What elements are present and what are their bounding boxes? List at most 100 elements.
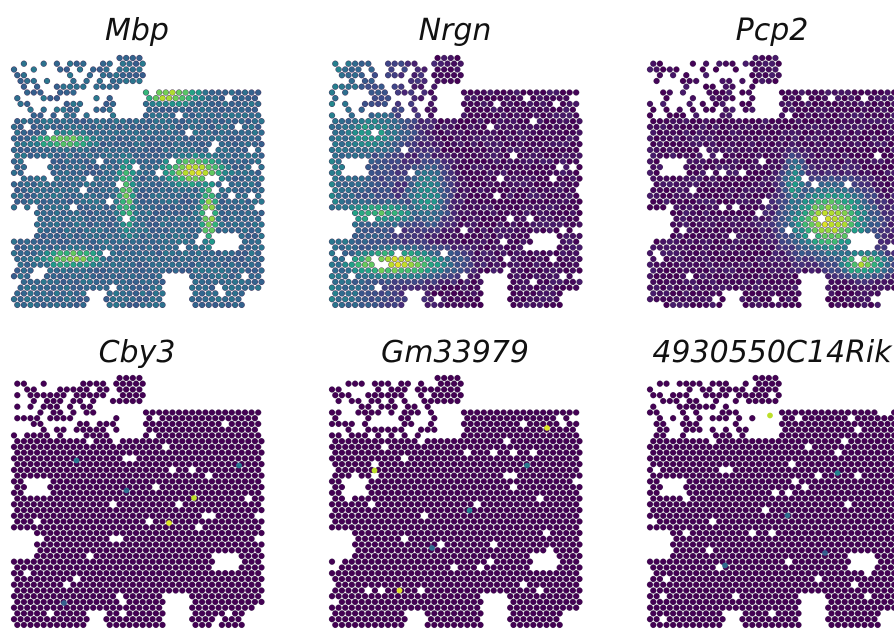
expression-spot xyxy=(871,135,878,142)
expression-spot xyxy=(871,273,878,280)
expression-spot xyxy=(342,146,349,154)
expression-spot xyxy=(368,192,375,199)
expression-spot xyxy=(732,181,739,188)
expression-spot xyxy=(30,123,37,131)
expression-spot xyxy=(739,250,746,257)
expression-spot xyxy=(434,181,441,188)
expression-spot xyxy=(712,204,720,211)
expression-spot xyxy=(669,209,677,217)
expression-spot xyxy=(136,296,143,303)
expression-spot xyxy=(192,187,199,194)
expression-spot xyxy=(755,221,763,228)
expression-spot xyxy=(195,158,202,165)
expression-spot xyxy=(844,192,852,199)
expression-spot xyxy=(513,261,520,268)
expression-spot xyxy=(536,141,544,148)
expression-spot xyxy=(99,267,107,274)
expression-spot xyxy=(418,187,425,194)
expression-spot xyxy=(235,100,242,108)
expression-spot xyxy=(805,169,812,176)
expression-spot xyxy=(795,209,802,217)
expression-spot xyxy=(825,100,832,108)
expression-spot xyxy=(205,106,212,113)
expression-spot xyxy=(451,175,458,182)
expression-spot xyxy=(646,284,654,291)
expression-spot xyxy=(507,181,514,188)
expression-spot xyxy=(864,112,871,119)
expression-spot xyxy=(854,278,862,286)
expression-spot xyxy=(192,552,199,560)
expression-spot xyxy=(93,141,100,148)
expression-spot xyxy=(208,420,216,428)
expression-spot xyxy=(202,466,209,474)
expression-spot xyxy=(447,284,454,291)
expression-spot xyxy=(27,290,34,297)
expression-spot xyxy=(739,89,746,96)
expression-spot xyxy=(60,461,67,468)
expression-spot xyxy=(696,209,703,217)
expression-spot xyxy=(152,426,160,433)
expression-spot xyxy=(30,420,37,428)
expression-spot xyxy=(782,278,789,286)
expression-spot xyxy=(50,238,57,245)
expression-spot xyxy=(533,273,540,280)
expression-spot xyxy=(352,267,359,274)
expression-spot xyxy=(536,198,544,205)
expression-spot xyxy=(464,187,471,194)
expression-spot xyxy=(169,524,176,531)
expression-spot xyxy=(556,175,563,182)
expression-spot xyxy=(887,129,894,136)
expression-spot xyxy=(569,141,577,148)
expression-spot xyxy=(156,100,163,108)
expression-spot xyxy=(192,106,199,113)
expression-spot xyxy=(811,215,819,222)
expression-spot xyxy=(332,187,339,194)
expression-spot xyxy=(686,227,693,234)
expression-spot xyxy=(116,250,123,257)
expression-spot xyxy=(90,466,97,474)
expression-spot xyxy=(874,244,881,251)
expression-spot xyxy=(106,244,113,251)
expression-spot xyxy=(33,507,41,514)
expression-spot xyxy=(398,244,405,251)
expression-spot xyxy=(199,152,206,159)
expression-spot xyxy=(189,100,196,108)
expression-spot xyxy=(208,261,216,268)
expression-spot xyxy=(408,77,415,85)
expression-spot xyxy=(408,100,415,108)
expression-spot xyxy=(844,204,852,211)
expression-spot xyxy=(503,175,511,182)
expression-spot xyxy=(162,100,169,108)
expression-spot xyxy=(706,135,713,142)
expression-spot xyxy=(792,238,799,245)
expression-spot xyxy=(702,141,710,148)
expression-spot xyxy=(159,426,166,433)
expression-spot xyxy=(123,547,130,554)
expression-spot xyxy=(503,164,511,171)
expression-spot xyxy=(854,221,862,228)
expression-spot xyxy=(536,187,544,194)
expression-spot xyxy=(848,129,855,136)
expression-spot xyxy=(566,181,573,188)
expression-spot xyxy=(871,284,878,291)
expression-spot xyxy=(653,284,660,291)
expression-spot xyxy=(251,529,259,537)
expression-spot xyxy=(742,106,749,113)
expression-spot xyxy=(739,158,746,165)
expression-spot xyxy=(63,181,70,188)
expression-spot xyxy=(99,106,107,113)
expression-spot xyxy=(424,209,431,217)
expression-spot xyxy=(232,438,239,445)
expression-spot xyxy=(447,261,454,268)
expression-spot xyxy=(185,255,193,263)
expression-spot xyxy=(874,278,881,286)
expression-spot xyxy=(884,89,891,96)
expression-spot xyxy=(156,112,163,119)
expression-spot xyxy=(811,261,819,268)
expression-spot xyxy=(146,426,153,433)
expression-spot xyxy=(831,238,838,245)
expression-spot xyxy=(447,238,454,245)
expression-spot xyxy=(14,129,21,136)
expression-spot xyxy=(241,466,249,474)
expression-spot xyxy=(241,112,249,119)
